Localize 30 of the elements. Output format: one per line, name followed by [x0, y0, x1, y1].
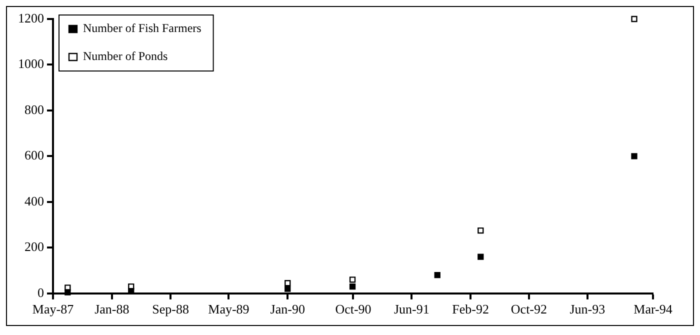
- x-tick-label: Jan-88: [94, 302, 130, 317]
- y-tick-label: 400: [24, 193, 44, 208]
- y-tick-label: 1200: [18, 10, 44, 26]
- point: [349, 276, 356, 283]
- point: [434, 272, 440, 278]
- point: [631, 16, 638, 22]
- x-tick-label: May-87: [32, 302, 74, 317]
- x-tick-label: Jun-91: [394, 302, 430, 317]
- x-tick-label: Jun-93: [570, 302, 606, 317]
- y-tick-label: 800: [24, 102, 44, 117]
- point: [284, 286, 291, 292]
- x-tick-label: Sep-88: [152, 302, 189, 317]
- point: [478, 227, 484, 234]
- point: [478, 254, 484, 260]
- point: [284, 280, 291, 286]
- y-tick-label: 0: [38, 284, 44, 300]
- x-tick-label: Feb-92: [452, 302, 489, 317]
- y-tick-label: 600: [24, 148, 44, 163]
- point: [64, 289, 71, 296]
- point: [631, 153, 638, 160]
- legend-label: Number of Fish Farmers: [83, 21, 202, 36]
- x-tick-label: Mar-94: [634, 302, 673, 317]
- x-tick-label: Oct-90: [335, 302, 372, 317]
- x-tick-label: May-89: [208, 302, 250, 317]
- point: [349, 283, 356, 290]
- x-tick-label: Jan-90: [270, 302, 305, 317]
- legend-label: Number of Ponds: [83, 49, 168, 64]
- y-tick-label: 1000: [18, 56, 44, 72]
- y-tick-label: 200: [24, 239, 44, 254]
- x-tick-label: Oct-92: [510, 302, 548, 317]
